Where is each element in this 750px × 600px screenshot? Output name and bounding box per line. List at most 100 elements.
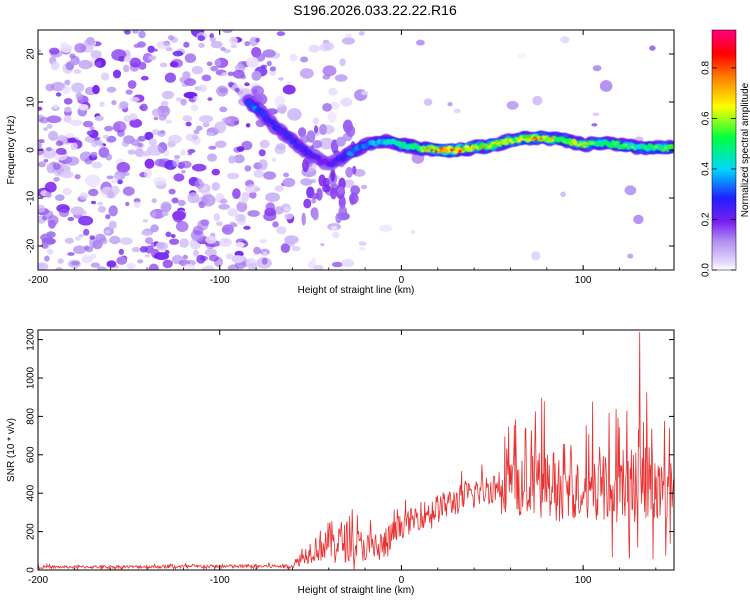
spectrogram-track-segment bbox=[421, 145, 425, 148]
spectrogram-noise-blob bbox=[156, 41, 171, 49]
spectrogram-noise-blob bbox=[53, 162, 61, 170]
colorbar-label: Normalized spectral amplitude bbox=[740, 82, 750, 217]
spectrogram-noise-blob bbox=[179, 238, 189, 248]
spectrogram-noise-blob bbox=[198, 84, 207, 93]
spectrogram-noise-blob bbox=[227, 71, 235, 77]
spectrogram-track-segment bbox=[618, 145, 621, 148]
spectrogram-noise-blob bbox=[341, 258, 355, 268]
spectrogram-noise-blob bbox=[159, 62, 168, 68]
spectrogram-track-segment bbox=[517, 139, 521, 143]
spectrogram-noise-blob bbox=[322, 65, 337, 77]
spectrogram-noise-blob bbox=[261, 64, 267, 69]
spectrogram-noise-blob bbox=[191, 134, 199, 141]
spectrogram-noise-blob bbox=[121, 139, 130, 147]
spectrogram-noise-blob bbox=[179, 76, 186, 83]
spectrogram-noise-blob bbox=[83, 228, 90, 236]
colorbar bbox=[711, 29, 737, 271]
spectrogram-track-segment bbox=[659, 147, 663, 151]
spectrogram-noise-blob bbox=[70, 142, 78, 151]
spectrogram-noise-blob bbox=[50, 81, 66, 92]
spectrogram-noise-blob bbox=[58, 208, 70, 218]
spectrogram-noise-blob bbox=[214, 121, 227, 134]
spectrogram-noise-blob bbox=[199, 115, 214, 123]
spectrogram-noise-blob bbox=[244, 41, 251, 47]
spectrogram-track-segment bbox=[550, 136, 554, 140]
spectrogram-noise-blob bbox=[206, 132, 214, 136]
spectrogram-noise-blob bbox=[38, 142, 42, 148]
spectrogram-track-segment bbox=[456, 147, 460, 151]
spectrogram-noise-blob bbox=[167, 35, 174, 41]
spectrogram-noise-blob bbox=[197, 219, 209, 231]
spectrogram-noise-blob bbox=[222, 30, 233, 34]
spectrogram-track-segment bbox=[430, 148, 434, 152]
spectrogram-noise-blob bbox=[108, 205, 118, 217]
spectrogram-noise-blob bbox=[208, 254, 219, 262]
spectrogram-noise-blob bbox=[289, 53, 298, 62]
spectrogram-noise-blob bbox=[112, 69, 122, 79]
spectrogram-noise-blob bbox=[180, 160, 192, 169]
spectrogram-noise-blob bbox=[280, 243, 291, 253]
spectrogram-track-segment bbox=[386, 140, 390, 143]
spectrogram-noise-blob bbox=[236, 146, 245, 152]
spectrogram-track-segment bbox=[400, 142, 403, 146]
spectrogram-noise-blob bbox=[172, 158, 180, 167]
spectrogram-noise-blob bbox=[74, 43, 87, 53]
spectrogram-noise-blob bbox=[124, 30, 131, 35]
spectrogram-noise-blob bbox=[208, 145, 217, 150]
spectrogram-noise-blob bbox=[128, 113, 138, 121]
spectrogram-noise-blob bbox=[259, 239, 268, 244]
spectrogram-noise-blob bbox=[517, 53, 527, 59]
spectrogram-track-segment bbox=[496, 142, 499, 145]
spectrogram-noise-blob bbox=[90, 262, 101, 268]
spectrogram-noise-blob bbox=[168, 134, 182, 144]
spectrogram-track-segment bbox=[513, 138, 517, 142]
spectrogram-noise-blob bbox=[75, 92, 83, 101]
spectrogram-track-segment bbox=[491, 142, 495, 145]
spectrogram-track-segment bbox=[395, 142, 399, 146]
spectrogram-noise-blob bbox=[163, 150, 170, 156]
spectrogram-noise-blob bbox=[205, 235, 217, 244]
snr-series-line bbox=[38, 331, 674, 570]
spectrogram-noise-blob bbox=[78, 104, 89, 111]
spectrogram-noise-blob bbox=[97, 201, 103, 206]
spectrogram-noise-blob bbox=[252, 89, 258, 95]
spectrogram-noise-blob bbox=[164, 72, 176, 83]
spectrogram-track-segment bbox=[467, 147, 471, 150]
spectrogram-track-segment bbox=[596, 142, 600, 145]
spectrogram-noise-blob bbox=[302, 158, 309, 172]
spectrogram-noise-blob bbox=[161, 90, 174, 100]
spectrogram-noise-blob bbox=[138, 30, 146, 39]
spectrogram-track-segment bbox=[650, 144, 654, 148]
spectrogram-track-segment bbox=[613, 142, 617, 145]
spectrogram-track-segment bbox=[391, 140, 395, 144]
spectrogram-track-segment bbox=[570, 141, 573, 145]
spectrogram-noise-blob bbox=[170, 234, 176, 238]
spectrogram-noise-field bbox=[38, 30, 656, 270]
spectrogram-noise-blob bbox=[57, 258, 64, 264]
spectrogram-noise-blob bbox=[592, 65, 602, 72]
spectrogram-noise-blob bbox=[185, 121, 192, 127]
spectrogram-noise-blob bbox=[221, 117, 232, 124]
spectrogram-noise-blob bbox=[43, 127, 48, 131]
spectrogram-noise-blob bbox=[261, 257, 268, 265]
spectrogram-noise-blob bbox=[79, 192, 88, 200]
spectrogram-noise-blob bbox=[143, 150, 152, 157]
spectrogram-track-segment bbox=[382, 140, 386, 144]
spectrogram-track-segment bbox=[626, 146, 630, 150]
spectrogram-track-segment bbox=[445, 149, 449, 152]
spectrogram-noise-blob bbox=[306, 130, 316, 143]
spectrogram-noise-blob bbox=[287, 108, 302, 121]
spectrogram-noise-blob bbox=[105, 214, 111, 220]
y-tick-label: 1200 bbox=[26, 328, 37, 351]
spectrogram-noise-blob bbox=[193, 129, 200, 135]
spectrogram-noise-blob bbox=[193, 96, 200, 101]
spectrogram-noise-blob bbox=[196, 125, 203, 131]
snr-x-label: Height of straight line (km) bbox=[298, 585, 415, 596]
spectrogram-noise-blob bbox=[55, 92, 62, 97]
spectrogram-noise-blob bbox=[219, 198, 228, 204]
spectrogram-noise-blob bbox=[334, 74, 348, 82]
spectrogram-noise-blob bbox=[211, 182, 221, 191]
spectrogram-noise-blob bbox=[78, 234, 85, 238]
spectrogram-noise-blob bbox=[627, 253, 634, 259]
